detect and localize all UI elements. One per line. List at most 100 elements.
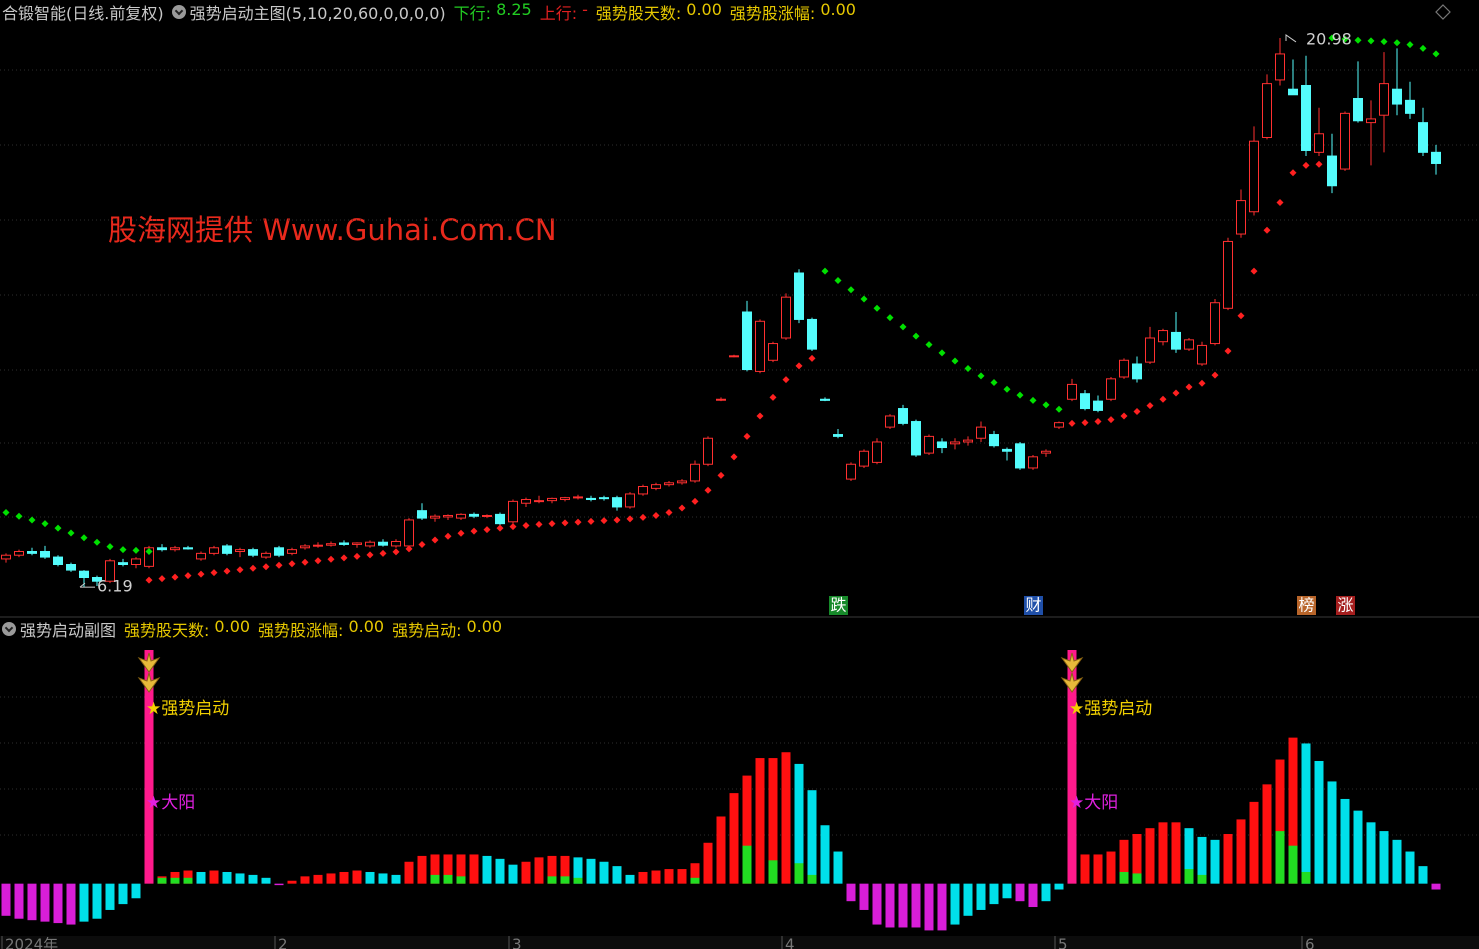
histogram-bar: [690, 863, 700, 884]
candle-body: [742, 311, 752, 371]
signal-icon: [1060, 652, 1084, 693]
overlay-bar: [443, 874, 453, 884]
candle-body: [651, 484, 661, 489]
stop-dot: [1224, 347, 1232, 355]
candle-body: [976, 426, 986, 439]
histogram-bar: [1002, 883, 1012, 899]
overlay-bar: [1132, 873, 1142, 884]
candle-body: [339, 542, 349, 545]
histogram-bar: [352, 870, 362, 884]
stop-dot: [2, 509, 10, 517]
stop-dot: [912, 332, 920, 340]
candle-body: [144, 547, 154, 567]
item-value: 8.25: [496, 0, 532, 19]
candle-body: [508, 500, 518, 523]
indicator-item: 强势股天数: 0.00: [124, 617, 250, 641]
candle-body: [1210, 302, 1220, 345]
stop-dot: [626, 515, 634, 523]
overlay-bar: [560, 876, 570, 884]
stop-dot: [782, 376, 790, 384]
stop-dot: [678, 504, 686, 512]
candle-body: [612, 497, 622, 508]
histogram-bar: [92, 883, 102, 919]
indicator-toggle[interactable]: [171, 5, 186, 19]
histogram-bar: [729, 793, 739, 884]
stop-dot: [1380, 38, 1388, 46]
event-label: 涨: [1337, 596, 1353, 615]
indicator-name: 强势启动主图(5,10,20,60,0,0,0,0): [189, 4, 446, 23]
overlay-bar: [157, 877, 167, 884]
indicator-item: 强势股涨幅: 0.00: [730, 0, 856, 24]
stop-dot: [1120, 412, 1128, 420]
candle-body: [222, 545, 232, 554]
stop-dot: [652, 511, 660, 519]
histogram-bar: [1249, 801, 1259, 884]
stop-dot: [392, 548, 400, 556]
stop-dot: [1367, 37, 1375, 45]
histogram-bar: [1158, 822, 1168, 884]
stop-dot: [210, 569, 218, 577]
stop-dot: [366, 551, 374, 559]
histogram-bar: [378, 873, 388, 884]
histogram-bar: [807, 790, 817, 884]
stop-dot: [444, 532, 452, 540]
stop-dot: [509, 523, 517, 531]
histogram-bar: [820, 825, 830, 884]
indicator-toggle[interactable]: [2, 622, 16, 636]
item-label: 强势股天数:: [124, 621, 210, 640]
histogram-bar: [469, 854, 479, 884]
stop-dot: [1146, 402, 1154, 410]
candle-body: [586, 497, 596, 501]
candle-body: [1, 554, 11, 560]
candle-body: [443, 514, 453, 518]
candle-body: [781, 296, 791, 339]
candle-body: [1041, 450, 1051, 454]
histogram-bar: [1392, 839, 1402, 884]
candle-body: [638, 486, 648, 495]
histogram-bar: [404, 861, 414, 884]
candle-body: [1236, 200, 1246, 235]
candle-body: [1080, 393, 1090, 410]
candle-body: [755, 320, 765, 372]
stop-dot: [1042, 401, 1050, 409]
histogram-bar: [495, 858, 505, 884]
candle-body: [768, 343, 778, 361]
stop-dot: [418, 540, 426, 548]
stop-dot: [990, 379, 998, 387]
stop-dot: [262, 563, 270, 571]
stop-dot: [977, 372, 985, 380]
stop-dot: [535, 520, 543, 528]
candle-body: [833, 434, 843, 437]
histogram-bar: [209, 870, 219, 884]
stop-dot: [613, 516, 621, 524]
histogram-bar: [274, 883, 284, 886]
overlay-bar: [573, 877, 583, 884]
main-header: 合锻智能(日线.前复权) 强势启动主图(5,10,20,60,0,0,0,0) …: [2, 0, 856, 24]
candle-body: [14, 551, 24, 556]
stop-dot: [353, 552, 361, 560]
histogram-bar: [1288, 737, 1298, 884]
histogram-bar: [66, 883, 76, 925]
histogram-bar: [482, 855, 492, 884]
menu-icon[interactable]: [1435, 4, 1451, 20]
histogram-bar: [53, 883, 63, 924]
candle-body: [1275, 53, 1285, 81]
candle-body: [729, 355, 739, 358]
event-label: 跌: [830, 596, 846, 615]
histogram-bar: [937, 883, 947, 931]
stop-dot: [1081, 419, 1089, 427]
signal-label: ★强势启动: [1069, 699, 1152, 719]
x-tick-label: 6: [1305, 936, 1315, 949]
stop-dot: [821, 267, 829, 275]
stop-dot: [1198, 379, 1206, 387]
candle-body: [1171, 331, 1181, 350]
overlay-bar: [1184, 869, 1194, 884]
stop-dot: [67, 529, 75, 537]
stop-dot: [561, 519, 569, 527]
histogram-bar: [911, 883, 921, 928]
stop-dot: [1172, 389, 1180, 397]
candle-body: [326, 543, 336, 546]
candle-body: [1301, 84, 1311, 151]
candle-body: [690, 463, 700, 482]
histogram-bar: [1301, 743, 1311, 884]
